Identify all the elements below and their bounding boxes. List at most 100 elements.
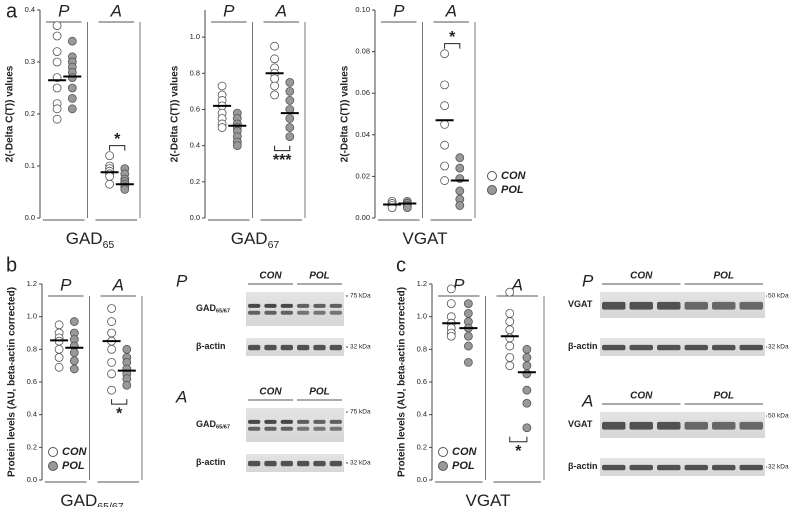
blot-band [297, 303, 310, 308]
blot-band [248, 310, 261, 315]
data-point [463, 299, 473, 309]
blot-row-label-main: VGAT [568, 299, 593, 309]
blot-band [313, 419, 326, 424]
x-axis-label: VGAT [402, 229, 447, 248]
blot-row-label-main: GAD [196, 419, 217, 429]
y-tick-label: 1.2 [27, 279, 37, 288]
marker-label: 32 kDa [350, 344, 371, 351]
legend-label: POL [452, 460, 475, 472]
blot-band [264, 344, 277, 351]
data-point [285, 86, 295, 96]
blot-band [313, 426, 326, 431]
data-point [505, 325, 515, 335]
significance-bracket [111, 399, 128, 405]
blot-band [280, 426, 293, 431]
data-point [522, 353, 532, 362]
blot-band [264, 419, 277, 424]
data-point [505, 317, 515, 326]
blot-band [684, 464, 708, 471]
blot-row-label: β-actin [568, 341, 598, 351]
data-point [120, 184, 130, 194]
data-point [217, 123, 227, 132]
significance-bracket [509, 436, 528, 443]
blot-image [600, 458, 765, 476]
facet-label: P [453, 275, 465, 294]
data-point [285, 132, 295, 142]
data-point [217, 81, 227, 91]
blot-band [248, 419, 261, 424]
data-point [440, 49, 450, 59]
blot-group-label: POL [713, 391, 734, 402]
legend-swatch [48, 461, 58, 471]
data-point [285, 96, 295, 105]
significance-label: * [449, 29, 456, 46]
data-point [52, 21, 62, 31]
data-point [69, 356, 79, 366]
blot-group-label: CON [630, 391, 653, 402]
panel-label: b [6, 254, 17, 276]
y-tick-label: 0.0 [27, 475, 37, 484]
panel-label: a [6, 0, 18, 22]
y-axis-label: Protein levels (AU, beta-actin corrected… [7, 287, 18, 477]
panel-label: c [396, 254, 406, 276]
marker-label: 75 kDa [350, 409, 371, 416]
blot-band [739, 421, 763, 430]
blot-facet-label: A [581, 391, 593, 410]
blot-row-label-sub: 65/67 [216, 309, 230, 315]
facet-label: P [58, 1, 70, 20]
data-point [52, 104, 62, 114]
significance-label: * [515, 443, 522, 460]
blot-band [248, 344, 261, 351]
x-axis-label: GAD67 [231, 229, 280, 250]
y-tick-label: 1.0 [417, 312, 427, 321]
blot-band [280, 310, 293, 315]
y-tick-label: 1.0 [190, 32, 200, 41]
blot-band [684, 344, 708, 351]
blot-row-label: VGAT [568, 419, 593, 429]
significance-label: * [116, 405, 123, 422]
legend-label: CON [62, 446, 88, 458]
blot-image [600, 338, 765, 356]
data-point [402, 203, 412, 213]
y-tick-label: 0.0 [417, 475, 427, 484]
data-point [440, 161, 450, 171]
data-point [505, 353, 515, 362]
blot-band [657, 421, 681, 430]
blot-band [602, 344, 626, 351]
blot-band [313, 344, 326, 351]
data-point [522, 423, 532, 433]
blot-band [712, 464, 736, 471]
blot-row-label: β-actin [196, 341, 226, 351]
data-point [107, 369, 116, 379]
data-point [232, 141, 242, 151]
marker-label: 50 kDa [768, 293, 789, 300]
data-point [440, 120, 450, 129]
blot-band [739, 344, 763, 351]
blot-band [602, 301, 626, 310]
data-point [69, 364, 79, 374]
data-point [105, 179, 114, 189]
blot-band [329, 426, 342, 431]
y-tick-label: 0.0 [25, 213, 35, 222]
data-point [52, 57, 62, 67]
data-point [463, 308, 473, 318]
x-axis-label-main: GAD [66, 229, 103, 248]
x-axis-label-sub: 65 [103, 239, 115, 251]
blot-band [297, 310, 310, 315]
data-point [107, 304, 116, 313]
data-point [505, 341, 515, 351]
blot-facet-label: P [176, 271, 188, 290]
data-point [107, 385, 116, 395]
data-point [107, 344, 116, 354]
x-axis-label-main: GAD [60, 491, 97, 507]
data-point [455, 186, 465, 196]
blot-band [313, 303, 326, 308]
x-axis-label-sub: 65/67 [97, 501, 123, 507]
blot-band [329, 460, 342, 467]
blot-row-label-main: GAD [196, 303, 217, 313]
x-axis-label-main: GAD [231, 229, 268, 248]
significance-bracket [274, 145, 291, 152]
blot-band [280, 303, 293, 308]
blot-band [739, 464, 763, 471]
